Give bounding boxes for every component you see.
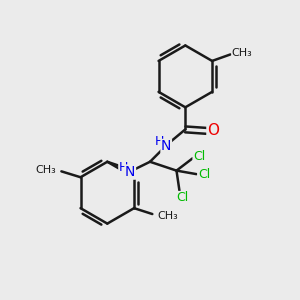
Text: N: N (125, 165, 136, 179)
Text: O: O (207, 123, 219, 138)
Text: Cl: Cl (193, 150, 205, 163)
Text: Cl: Cl (198, 168, 210, 181)
Text: CH₃: CH₃ (158, 211, 178, 220)
Text: CH₃: CH₃ (232, 48, 253, 58)
Text: H: H (119, 161, 128, 174)
Text: H: H (155, 135, 164, 148)
Text: N: N (161, 140, 171, 154)
Text: CH₃: CH₃ (35, 165, 56, 175)
Text: Cl: Cl (176, 191, 188, 205)
